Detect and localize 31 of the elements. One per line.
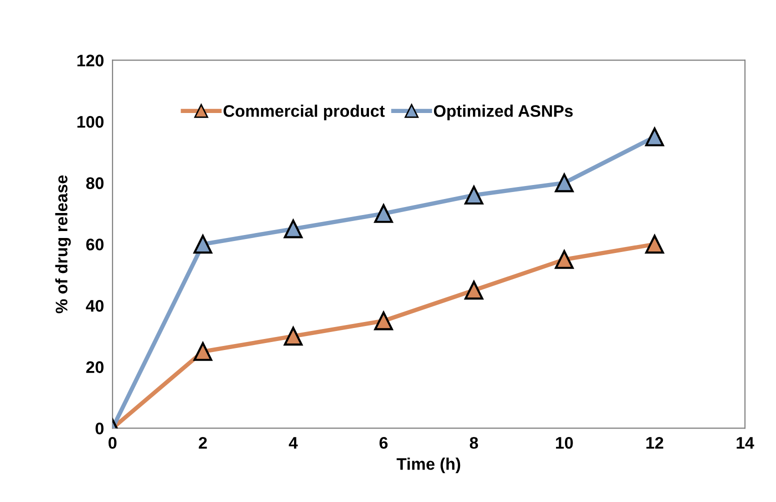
y-tick-label: 120 [77, 54, 104, 66]
x-tick-label: 2 [198, 436, 207, 449]
y-tick-label: 20 [86, 361, 104, 374]
y-tick-label: 60 [86, 238, 104, 250]
point [464, 280, 484, 300]
legend-label: Commercial product [224, 104, 385, 120]
y-tick-label: 80 [86, 177, 104, 190]
point [284, 220, 303, 238]
x-tick-label: 10 [556, 436, 573, 449]
x-tick-label: 14 [736, 437, 754, 449]
point [193, 234, 212, 254]
legend-label: Optimized ASNPs [434, 104, 573, 120]
point [374, 312, 393, 330]
x-tick-label: 12 [646, 436, 664, 449]
point [284, 326, 303, 346]
x-tick-label: 0 [108, 436, 116, 449]
x-tick-label: 6 [380, 436, 388, 449]
y-tick-label: 100 [77, 116, 104, 128]
x-tick-label: 8 [470, 436, 478, 449]
point [554, 250, 574, 269]
point [193, 342, 212, 361]
point [645, 234, 664, 254]
x-tick-label: 4 [288, 437, 298, 449]
point [554, 174, 574, 192]
y-axis-title: % of drug release [55, 175, 71, 314]
point [464, 186, 484, 205]
y-tick-label: 0 [96, 422, 104, 434]
y-tick-label: 40 [86, 300, 104, 312]
x-axis-title: Time (h) [396, 458, 460, 474]
point [645, 128, 664, 146]
point [374, 204, 393, 223]
